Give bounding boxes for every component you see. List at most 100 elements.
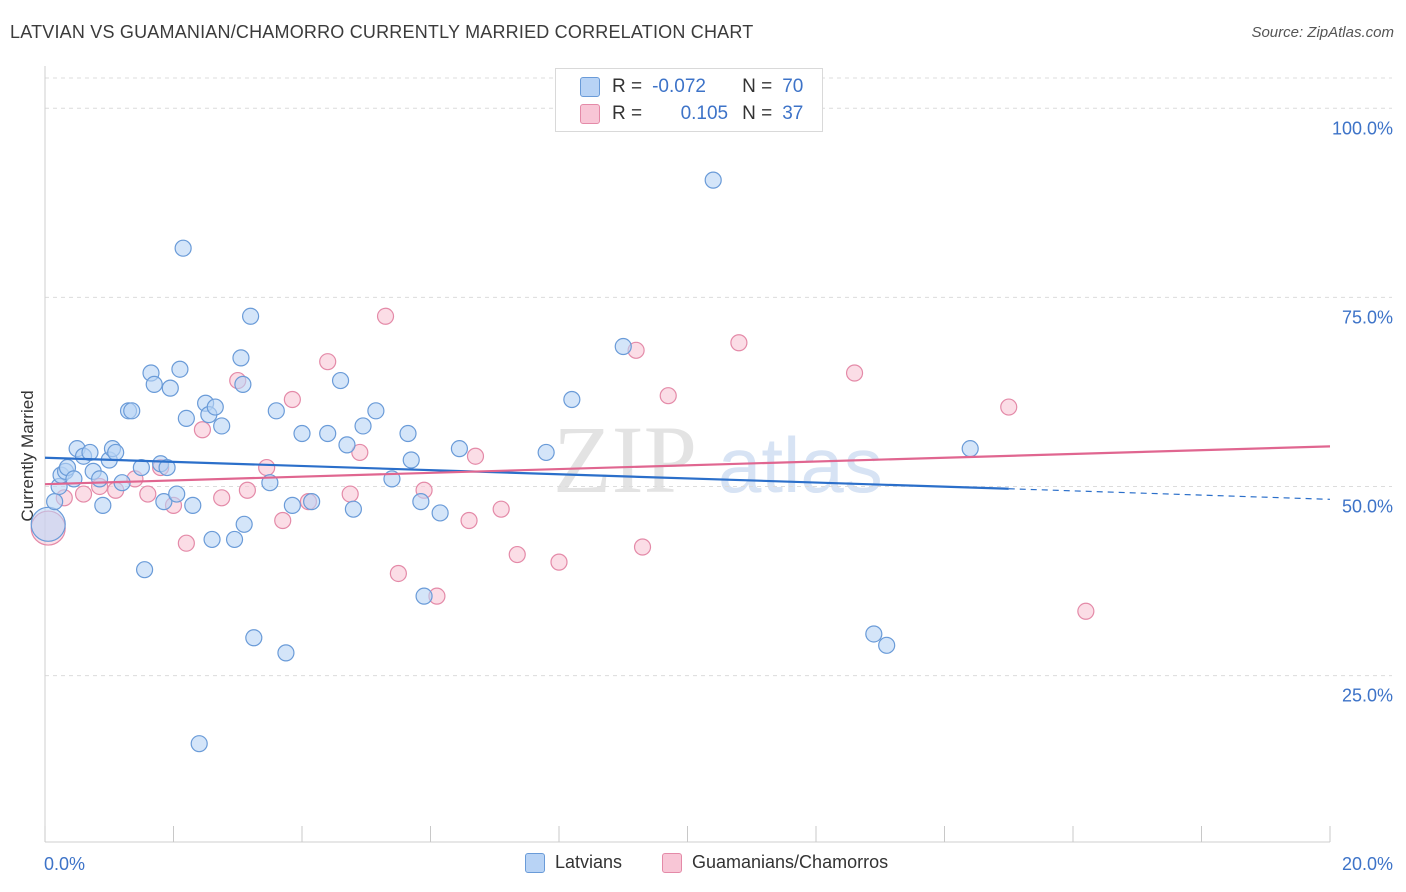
latvians-point <box>415 587 433 605</box>
guamanians-point <box>193 421 212 439</box>
latvians-trend-extension <box>1008 488 1331 500</box>
latvians-point <box>367 402 385 420</box>
latvians-point <box>242 307 260 325</box>
guamanians-point <box>213 489 231 507</box>
latvians-point <box>235 515 253 533</box>
y-axis-label: Currently Married <box>18 390 37 521</box>
guamanians-point <box>1000 398 1018 416</box>
guamanians-point <box>258 458 276 477</box>
latvians-point <box>961 440 979 458</box>
latvians-point <box>213 417 231 435</box>
latvians-point <box>537 443 555 462</box>
n-label: N = <box>742 76 773 97</box>
r-value: -0.072 <box>652 76 706 97</box>
guamanians-point <box>460 511 478 530</box>
latvians-point <box>232 349 250 367</box>
latvians-point <box>878 636 896 654</box>
r-value: 0.105 <box>680 103 729 124</box>
r-label: R = <box>612 103 643 124</box>
guamanians-point <box>274 511 292 530</box>
latvians-point <box>402 451 420 469</box>
guamanians-point <box>376 307 395 325</box>
guamanians-point <box>351 443 369 462</box>
trend-lines <box>44 445 1331 500</box>
watermark-atlas: atlas <box>718 421 883 509</box>
latvians-point <box>267 402 285 420</box>
legend-item-latvians[interactable]: Latvians <box>525 852 622 873</box>
latvians-point <box>107 443 125 462</box>
latvians-point <box>158 458 176 477</box>
axes <box>44 66 1331 843</box>
legend: Latvians Guamanians/Chamorros <box>0 852 1406 878</box>
latvians-point <box>245 629 263 647</box>
legend-item-guamanians[interactable]: Guamanians/Chamorros <box>662 852 888 873</box>
guamanians-point <box>550 553 568 571</box>
latvians-point <box>30 506 66 542</box>
guamanians-point <box>319 353 337 371</box>
guamanians-point <box>492 500 510 518</box>
latvians-point <box>234 375 252 393</box>
latvians-point <box>168 485 186 503</box>
guamanians-point <box>74 485 93 503</box>
guamanians-point <box>139 485 157 503</box>
latvians-point <box>203 530 221 549</box>
guamanians-point <box>1077 602 1095 620</box>
watermark-zip: ZIP <box>553 406 697 513</box>
x-tick-label: 0.0% <box>44 854 85 874</box>
latvians-point <box>94 496 112 514</box>
guamanians-point <box>341 485 359 503</box>
latvians-point <box>293 424 311 443</box>
y-tick-label: 75.0% <box>1342 307 1393 327</box>
latvians-legend-swatch <box>525 852 545 873</box>
latvians-point <box>704 171 722 189</box>
latvians-trend-line <box>44 456 1009 490</box>
latvians-point <box>184 496 202 514</box>
latvians-point <box>91 470 109 488</box>
x-tick-label: 20.0% <box>1342 854 1393 874</box>
latvians-point <box>399 424 417 443</box>
guamanians-point <box>659 387 677 405</box>
stats-row-guamanians: R = 0.105 N = 37 <box>580 101 803 127</box>
guamanians-point <box>845 364 864 382</box>
guamanians-point <box>238 481 256 499</box>
latvians-point <box>46 493 64 511</box>
latvians-point <box>412 493 430 511</box>
latvians-point <box>431 504 449 522</box>
latvians-point <box>177 409 195 427</box>
latvians-point <box>171 360 189 378</box>
y-tick-label: 50.0% <box>1342 496 1393 516</box>
gridlines <box>45 77 1392 677</box>
latvians-point <box>135 561 154 579</box>
latvians-point <box>277 644 295 662</box>
correlation-stats-box: R = -0.072 N = 70 R = 0.105 N = 37 <box>555 68 823 132</box>
latvians-point <box>283 496 301 514</box>
guamanians-swatch <box>580 104 600 124</box>
guamanians-point <box>730 334 748 352</box>
guamanians-point <box>466 447 485 465</box>
latvians-point <box>123 402 141 420</box>
latvians-point <box>338 436 356 454</box>
n-label: N = <box>742 103 773 124</box>
n-value: 70 <box>782 76 804 97</box>
guamanians-point <box>389 564 407 583</box>
latvians-point <box>563 390 581 409</box>
latvians-point <box>190 735 208 753</box>
guamanians-trend-line <box>44 445 1331 486</box>
latvians-point <box>161 379 179 397</box>
latvians-point <box>614 337 632 356</box>
latvians-point <box>174 239 192 257</box>
legend-label-latvians: Latvians <box>555 852 623 872</box>
latvians-point <box>145 375 163 393</box>
guamanians-point <box>283 390 301 409</box>
stats-row-latvians: R = -0.072 N = 70 <box>580 74 803 100</box>
watermark: ZIP atlas <box>553 406 883 513</box>
latvians-point <box>206 398 224 416</box>
y-tick-labels: 25.0% 50.0% 75.0% 100.0% <box>1332 118 1393 705</box>
latvians-point <box>81 443 99 462</box>
guamanians-legend-swatch <box>662 852 682 873</box>
r-label: R = <box>612 76 643 97</box>
latvians-point <box>331 371 350 390</box>
n-value: 37 <box>782 103 804 124</box>
latvians-point <box>155 493 173 511</box>
